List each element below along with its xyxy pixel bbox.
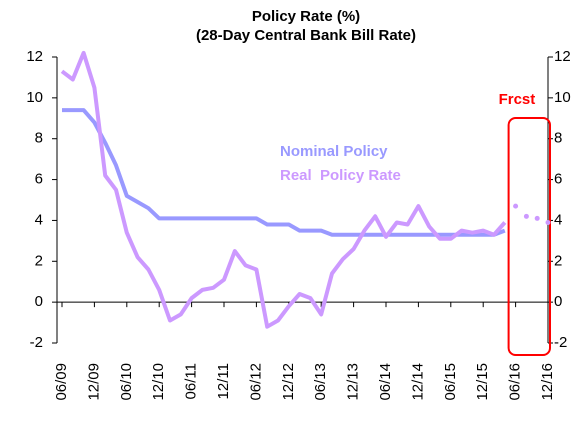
x-tick-label: 12/14 (409, 363, 426, 401)
y2-tick-label: -2 (554, 334, 567, 351)
y-tick-label: 12 (26, 48, 43, 65)
x-tick-label: 12/13 (345, 363, 362, 401)
y2-tick-label: 12 (554, 48, 571, 65)
x-tick-label: 12/10 (150, 363, 167, 401)
x-tick-label: 06/15 (442, 363, 459, 401)
y-tick-label: 0 (35, 293, 43, 310)
x-tick-label: 12/16 (539, 363, 556, 401)
chart-subtitle: (28-Day Central Bank Bill Rate) (196, 27, 416, 44)
y2-tick-label: 0 (554, 293, 562, 310)
forecast-point (545, 219, 551, 225)
y2-tick-label: 10 (554, 89, 571, 106)
x-tick-label: 06/12 (247, 363, 264, 401)
legend-label: Nominal Policy (280, 143, 388, 160)
x-tick-label: 12/09 (85, 363, 102, 401)
y-tick-label: 10 (26, 89, 43, 106)
x-tick-label: 06/14 (377, 363, 394, 401)
x-tick-label: 12/15 (474, 363, 491, 401)
x-tick-label: 06/11 (183, 363, 200, 399)
forecast-point (513, 203, 519, 209)
y-tick-label: 2 (35, 252, 43, 269)
y2-tick-label: 4 (554, 211, 562, 228)
forecast-box (507, 117, 552, 356)
y-tick-label: -2 (30, 334, 43, 351)
forecast-point (534, 215, 540, 221)
x-tick-label: 12/11 (215, 363, 232, 399)
series-line (62, 108, 506, 237)
y2-tick-label: 2 (554, 252, 562, 269)
x-tick-label: 06/13 (312, 363, 329, 401)
y-tick-label: 6 (35, 171, 43, 188)
legend-label: Real Policy Rate (280, 167, 401, 184)
series-line (60, 50, 507, 329)
x-tick-label: 06/09 (53, 363, 70, 401)
y2-tick-label: 8 (554, 130, 562, 147)
forecast-label: Frcst (499, 91, 536, 108)
y2-tick-label: 6 (554, 171, 562, 188)
x-tick-label: 06/16 (507, 363, 524, 401)
x-tick-label: 12/12 (280, 363, 297, 401)
chart-title: Policy Rate (%) (252, 8, 360, 25)
y-tick-label: 8 (35, 130, 43, 147)
y-tick-label: 4 (35, 211, 43, 228)
x-tick-label: 06/10 (118, 363, 135, 401)
forecast-point (523, 213, 529, 219)
